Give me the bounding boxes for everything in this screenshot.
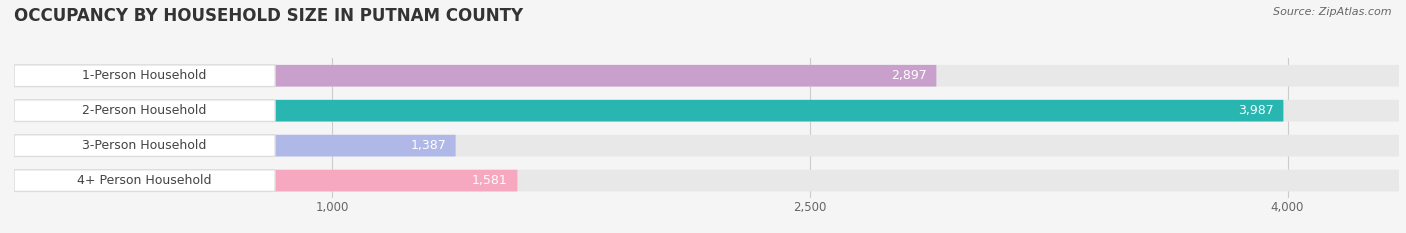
Text: 3,987: 3,987 [1239, 104, 1274, 117]
Text: 2-Person Household: 2-Person Household [83, 104, 207, 117]
Text: 1,387: 1,387 [411, 139, 446, 152]
FancyBboxPatch shape [14, 135, 276, 157]
FancyBboxPatch shape [14, 135, 1399, 157]
Text: 1,581: 1,581 [472, 174, 508, 187]
FancyBboxPatch shape [14, 170, 517, 191]
Text: 1-Person Household: 1-Person Household [83, 69, 207, 82]
FancyBboxPatch shape [14, 100, 1399, 121]
FancyBboxPatch shape [14, 65, 276, 86]
FancyBboxPatch shape [14, 65, 1399, 86]
FancyBboxPatch shape [14, 65, 936, 86]
FancyBboxPatch shape [14, 100, 1284, 121]
FancyBboxPatch shape [14, 135, 456, 157]
Text: 3-Person Household: 3-Person Household [83, 139, 207, 152]
Text: Source: ZipAtlas.com: Source: ZipAtlas.com [1274, 7, 1392, 17]
FancyBboxPatch shape [14, 170, 276, 191]
FancyBboxPatch shape [14, 170, 1399, 191]
FancyBboxPatch shape [14, 100, 276, 121]
Text: 2,897: 2,897 [891, 69, 927, 82]
Text: OCCUPANCY BY HOUSEHOLD SIZE IN PUTNAM COUNTY: OCCUPANCY BY HOUSEHOLD SIZE IN PUTNAM CO… [14, 7, 523, 25]
Text: 4+ Person Household: 4+ Person Household [77, 174, 212, 187]
